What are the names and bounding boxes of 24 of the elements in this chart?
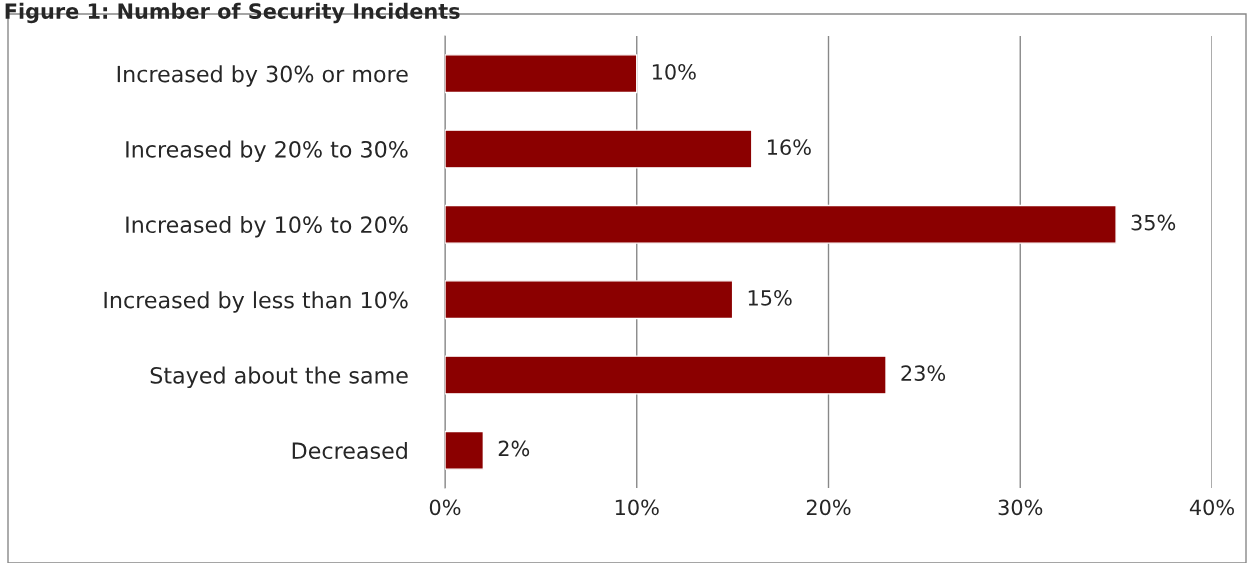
x-tick-label: 0%	[429, 499, 461, 516]
y-tick-label: Increased by 20% to 30%	[126, 140, 408, 163]
y-tick-label: Increased by less than 10%	[104, 291, 408, 313]
y-tick-label: Decreased	[292, 441, 407, 460]
data-label: 2%	[498, 440, 530, 457]
bar	[445, 355, 887, 395]
data-label: 23%	[901, 365, 946, 382]
x-tick-label: 10%	[615, 499, 659, 516]
y-tick-label: Increased by 30% or more	[117, 65, 408, 87]
x-tick-label: 20%	[806, 499, 851, 516]
bar	[445, 280, 734, 320]
x-tick-label: 30%	[998, 499, 1043, 516]
bar	[445, 129, 753, 169]
data-label: 16%	[767, 139, 811, 156]
data-label: 15%	[748, 289, 792, 306]
text: Figure 1: Number of Security Incidents	[5, 2, 460, 24]
y-tick-label: Increased by 10% to 20%	[126, 215, 408, 238]
bar	[445, 430, 485, 470]
x-tick-label: 40%	[1189, 499, 1234, 516]
bar	[445, 204, 1117, 244]
y-tick-label: Stayed about the same	[150, 366, 408, 389]
data-label: 10%	[652, 63, 696, 80]
bar	[445, 54, 638, 94]
data-label: 35%	[1131, 214, 1176, 231]
